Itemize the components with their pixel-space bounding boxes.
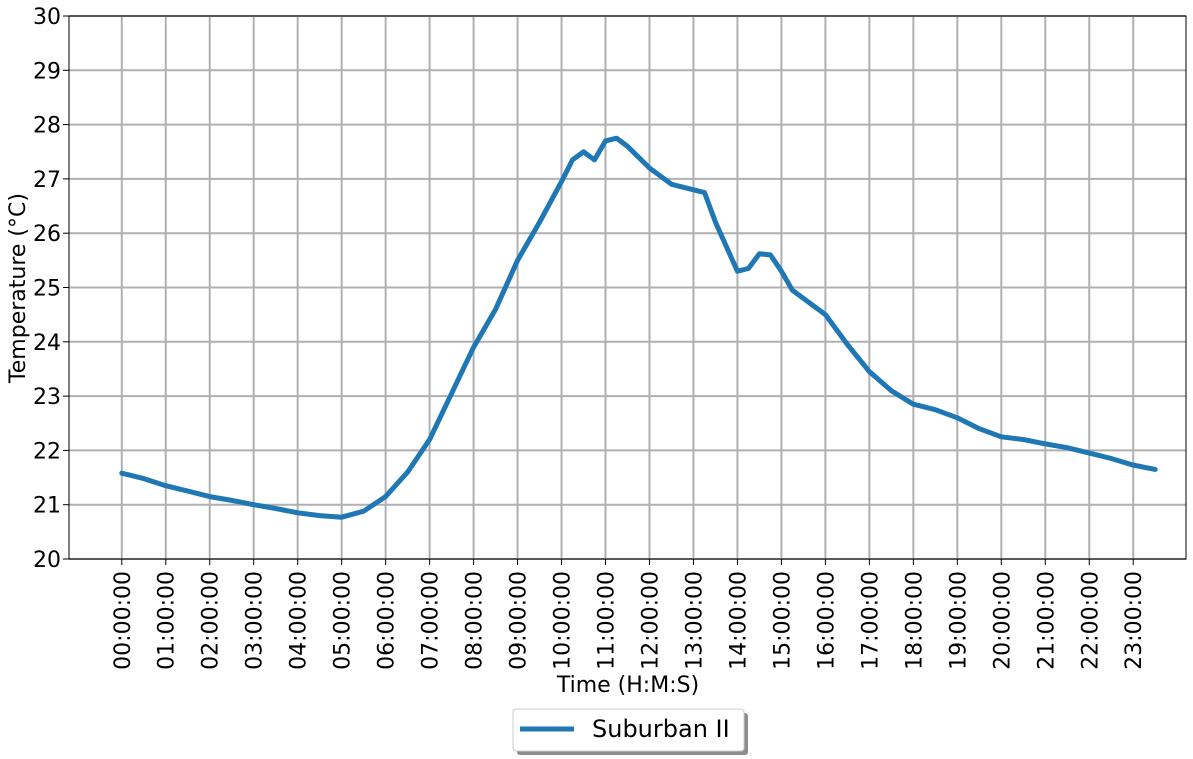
x-tick-label: 03:00:00 bbox=[243, 571, 268, 670]
grid bbox=[69, 15, 1186, 560]
x-tick-label: 22:00:00 bbox=[1078, 571, 1103, 670]
y-tick-label: 30 bbox=[33, 5, 61, 30]
x-axis: 00:00:00 01:00:00 02:00:00 03:00:00 04:00:00… bbox=[111, 559, 1147, 670]
x-tick-label: 15:00:00 bbox=[770, 571, 795, 670]
x-tick-label: 01:00:00 bbox=[155, 571, 180, 670]
x-tick-label: 12:00:00 bbox=[638, 571, 663, 670]
series-layer bbox=[119, 135, 1158, 520]
y-tick-label: 27 bbox=[33, 168, 61, 193]
x-tick-label: 23:00:00 bbox=[1122, 571, 1147, 670]
x-tick-label: 02:00:00 bbox=[199, 571, 224, 670]
x-tick-label: 10:00:00 bbox=[551, 571, 576, 670]
x-tick-label: 21:00:00 bbox=[1034, 571, 1059, 670]
x-axis-title: Time (H:M:S) bbox=[556, 673, 699, 698]
x-tick-label: 05:00:00 bbox=[331, 571, 356, 670]
x-tick-label: 20:00:00 bbox=[990, 571, 1015, 670]
x-tick-label: 17:00:00 bbox=[858, 571, 883, 670]
y-tick-label: 21 bbox=[33, 494, 61, 519]
x-tick-label: 19:00:00 bbox=[946, 571, 971, 670]
x-tick-label: 14:00:00 bbox=[726, 571, 751, 670]
x-tick-label: 04:00:00 bbox=[287, 571, 312, 670]
legend[interactable]: Suburban II bbox=[512, 708, 748, 755]
y-axis-title: Temperature (°C) bbox=[6, 193, 31, 384]
y-tick-label: 23 bbox=[33, 385, 61, 410]
y-tick-label: 28 bbox=[33, 114, 61, 139]
y-tick-label: 25 bbox=[33, 277, 61, 302]
x-tick-label: 11:00:00 bbox=[595, 571, 620, 670]
y-tick-label: 24 bbox=[33, 331, 61, 356]
y-tick-label: 22 bbox=[33, 439, 61, 464]
legend-box bbox=[512, 708, 745, 752]
x-tick-label: 13:00:00 bbox=[682, 571, 707, 670]
series-line-0 bbox=[119, 135, 1158, 520]
x-tick-label: 00:00:00 bbox=[111, 571, 136, 670]
x-tick-label: 06:00:00 bbox=[375, 571, 400, 670]
y-tick-label: 20 bbox=[33, 548, 61, 573]
x-tick-label: 07:00:00 bbox=[419, 571, 444, 670]
x-tick-label: 16:00:00 bbox=[814, 571, 839, 670]
legend-label-suburban-ii: Suburban II bbox=[592, 715, 730, 743]
x-tick-label: 09:00:00 bbox=[507, 571, 532, 670]
y-axis: 20 21 22 23 24 25 26 27 28 29 30 bbox=[33, 5, 69, 573]
x-tick-label: 08:00:00 bbox=[463, 571, 488, 670]
y-tick-label: 26 bbox=[33, 222, 61, 247]
x-tick-label: 18:00:00 bbox=[902, 571, 927, 670]
y-tick-label: 29 bbox=[33, 59, 61, 84]
